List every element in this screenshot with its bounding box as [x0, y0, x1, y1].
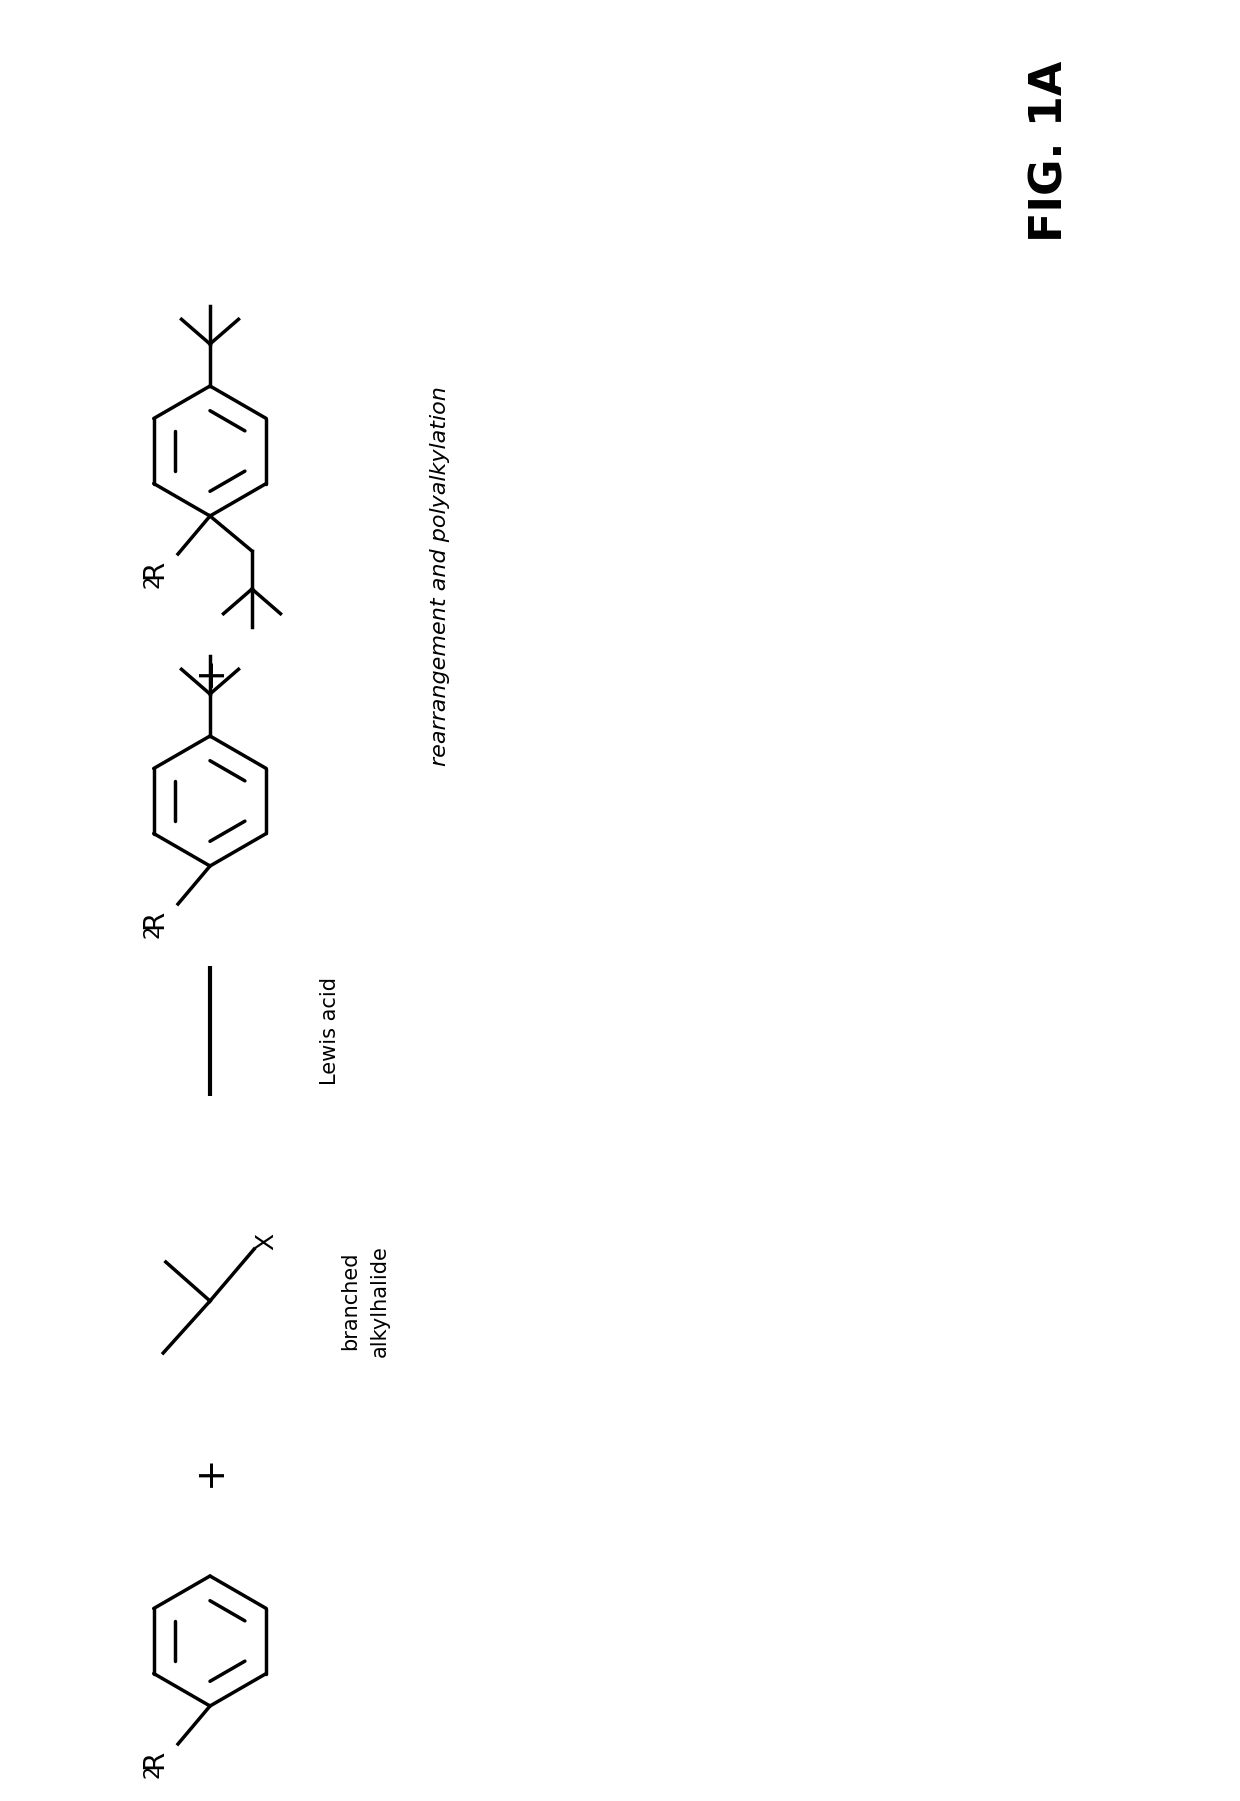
Text: rearrangement and polyalkylation: rearrangement and polyalkylation — [430, 385, 450, 765]
Text: R: R — [140, 560, 167, 578]
Text: 2: 2 — [143, 924, 162, 938]
Text: +: + — [191, 656, 229, 688]
Text: branched
alkylhalide: branched alkylhalide — [340, 1244, 389, 1356]
Text: R: R — [140, 910, 167, 929]
Text: Lewis acid: Lewis acid — [320, 976, 340, 1084]
Text: X: X — [254, 1232, 278, 1250]
Text: 2: 2 — [143, 1765, 162, 1778]
Text: FIG. 1A: FIG. 1A — [1028, 59, 1071, 241]
Text: +: + — [191, 1455, 229, 1488]
Text: R: R — [140, 1749, 167, 1769]
Text: 2: 2 — [143, 575, 162, 587]
